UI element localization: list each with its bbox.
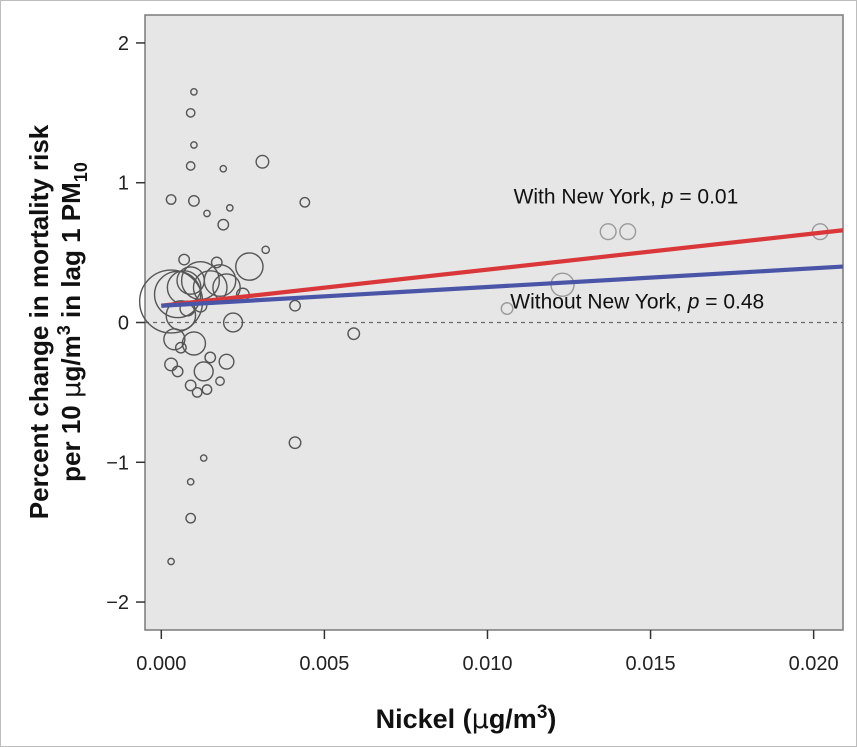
scatter-point-37 <box>288 436 302 450</box>
scatter-point-35 <box>261 245 271 255</box>
plot-panel <box>144 14 844 631</box>
annotation-0: With New York, p = 0.01 <box>514 186 739 209</box>
scatter-point-42 <box>167 557 175 566</box>
scatter-point-32 <box>219 164 228 173</box>
scatter-point-36 <box>289 299 301 312</box>
y-axis-title-l2-sup: 3 <box>54 325 74 335</box>
annotations-layer: With New York, p = 0.01 Without New York,… <box>510 186 764 314</box>
annotation-0-label: With New York, <box>514 186 662 209</box>
y-tick-label-3: 1 <box>118 173 129 195</box>
axes-layer: 0.000 0.005 0.010 0.015 0.020 −2 −1 0 1 2 <box>106 33 838 675</box>
fit-lines-layer <box>161 228 844 308</box>
scatter-point-50 <box>599 223 617 241</box>
y-axis-title-l2-a: per 10 <box>56 398 86 482</box>
scatter-point-30 <box>190 88 198 96</box>
scatter-point-14 <box>218 353 235 370</box>
annotation-1-value: = 0.48 <box>699 291 764 314</box>
scatter-point-3 <box>165 300 197 331</box>
scatter-point-28 <box>185 161 196 171</box>
scatter-point-31 <box>190 141 198 149</box>
y-tick-label-1: −1 <box>106 452 129 474</box>
scatter-point-12 <box>181 331 207 356</box>
scatter-point-25 <box>165 194 177 205</box>
y-axis-title-line2: per 10 μg/m3 in lag 1 PM10 <box>54 162 91 482</box>
scatter-point-20 <box>215 376 225 387</box>
y-axis-title: Percent change in mortality risk per 10 … <box>24 124 91 519</box>
scatter-point-15 <box>164 357 179 372</box>
scatter-point-26 <box>255 154 270 169</box>
x-axis-title-main: Nickel ( <box>376 704 472 734</box>
y-axis-title-line1: Percent change in mortality risk <box>24 124 54 519</box>
y-tick-label-0: −2 <box>106 592 129 614</box>
x-axis-title-close: ) <box>547 704 556 734</box>
scatter-point-27 <box>299 196 311 208</box>
x-tick-label-0: 0.000 <box>136 653 186 675</box>
scatter-point-39 <box>199 454 208 462</box>
y-axis-title-l2-sub: 10 <box>71 162 91 182</box>
y-axis-title-l2-c: in lag 1 PM <box>56 182 86 325</box>
x-tick-label-4: 0.020 <box>789 653 839 675</box>
scatter-point-9 <box>235 252 264 281</box>
x-axis-title-unit: g/m <box>489 704 537 734</box>
scatter-point-24 <box>187 194 200 207</box>
scatter-point-17 <box>184 379 197 392</box>
x-axis-title-sup: 3 <box>537 702 548 723</box>
x-axis-title-mu: μ <box>472 704 489 735</box>
y-tick-label-4: 2 <box>118 33 129 55</box>
annotation-1: Without New York, p = 0.48 <box>510 291 764 314</box>
x-axis-title: Nickel (μg/m3) <box>376 702 557 735</box>
scatter-point-29 <box>185 107 196 118</box>
scatter-point-23 <box>217 218 230 231</box>
annotation-1-label: Without New York, <box>510 291 687 314</box>
annotation-0-p: p <box>661 186 674 209</box>
scatter-point-19 <box>201 384 213 396</box>
annotation-0-value: = 0.01 <box>673 186 738 209</box>
scatter-point-33 <box>203 209 211 218</box>
scatter-point-34 <box>225 204 234 212</box>
scatter-point-44 <box>210 256 223 269</box>
scatter-point-16 <box>174 341 187 354</box>
scatter-point-13 <box>193 361 214 382</box>
scatter-point-22 <box>204 351 217 364</box>
x-tick-label-3: 0.015 <box>626 653 676 675</box>
x-tick-label-2: 0.010 <box>462 653 512 675</box>
scatter-point-10 <box>222 312 244 333</box>
scatter-point-38 <box>347 327 361 341</box>
x-tick-label-1: 0.005 <box>299 653 349 675</box>
fit-line-with-new-york <box>161 228 844 308</box>
annotation-1-p: p <box>687 291 700 314</box>
scatter-point-43 <box>178 253 191 266</box>
scatter-point-41 <box>185 512 197 524</box>
scatter-point-40 <box>186 477 195 486</box>
fit-line-without-new-york <box>161 264 844 308</box>
scatter-point-7 <box>203 264 237 297</box>
scatter-point-11 <box>163 328 186 351</box>
y-tick-label-2: 0 <box>118 313 129 335</box>
scatter-point-51 <box>619 223 637 241</box>
scatter-point-21 <box>171 365 184 378</box>
scatter-point-48 <box>500 302 514 315</box>
y-axis-title-l2-mu: μ <box>57 381 87 398</box>
y-axis-title-l2-b: g/m <box>56 335 86 381</box>
scatter-point-18 <box>191 386 203 398</box>
